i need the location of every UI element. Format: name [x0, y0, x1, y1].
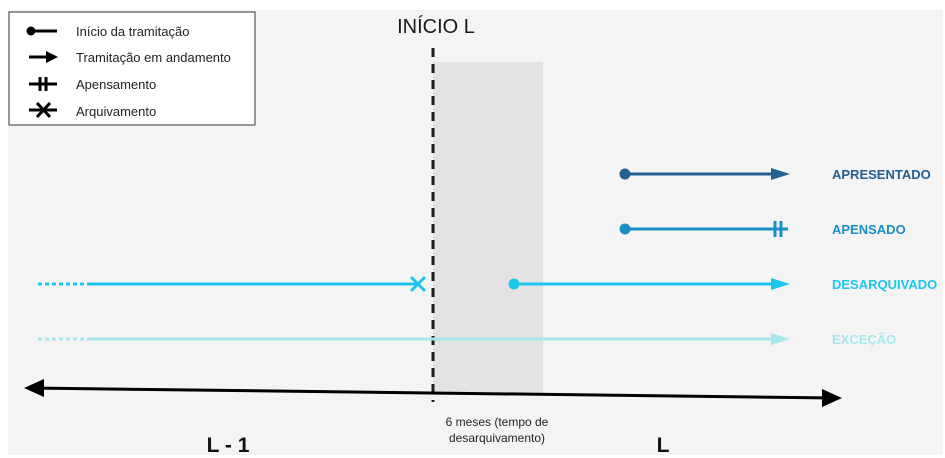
period-label-current: L	[657, 434, 670, 457]
timeline-axis	[24, 379, 842, 407]
period-label-previous: L - 1	[207, 434, 250, 457]
legend: Início da tramitação Tramitação em andam…	[8, 11, 256, 126]
track-apresentado: APRESENTADO	[619, 167, 931, 182]
track-apensado: APENSADO	[619, 221, 906, 237]
legend-label-attach: Apensamento	[76, 77, 156, 92]
status-label-apensado: APENSADO	[832, 222, 906, 237]
double-bar-icon	[29, 77, 57, 91]
status-label-excecao: EXCEÇÃO	[832, 332, 896, 347]
legend-item-archive: Arquivamento	[29, 101, 156, 119]
legend-item-attach: Apensamento	[29, 77, 156, 92]
track-excecao: EXCEÇÃO	[38, 332, 896, 347]
legend-label-progress: Tramitação em andamento	[76, 50, 231, 65]
legend-item-start: Início da tramitação	[26, 24, 189, 39]
track-desarquivado: DESARQUIVADO	[38, 275, 937, 293]
status-label-apresentado: APRESENTADO	[832, 167, 931, 182]
unarchive-note-line2: desarquivamento)	[449, 431, 545, 445]
circle-line-icon	[26, 26, 57, 36]
start-l-title: INÍCIO L	[397, 15, 475, 38]
status-label-desarquivado: DESARQUIVADO	[832, 277, 937, 292]
legend-label-archive: Arquivamento	[76, 104, 156, 119]
unarchive-note-line1: 6 meses (tempo de	[446, 415, 549, 429]
x-mark-icon	[29, 101, 57, 119]
legend-item-progress: Tramitação em andamento	[29, 50, 231, 65]
arrow-right-icon	[29, 51, 58, 63]
legend-label-start: Início da tramitação	[76, 24, 189, 39]
shaded-region	[433, 62, 543, 395]
